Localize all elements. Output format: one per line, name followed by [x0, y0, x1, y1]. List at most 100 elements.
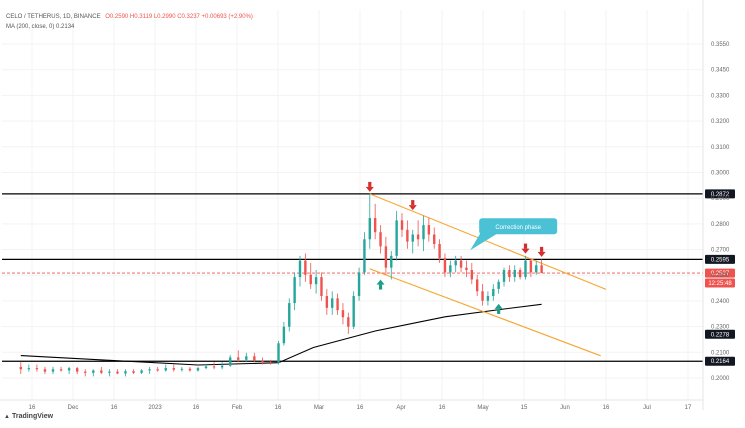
candle — [84, 369, 87, 377]
ma-legend[interactable]: MA (200, close, 0) 0.2134 — [6, 24, 75, 30]
price-tag — [705, 329, 735, 339]
level-tag — [705, 356, 735, 366]
candle-body — [416, 234, 420, 240]
x-tick-label: Apr — [396, 405, 405, 411]
candle — [395, 210, 398, 261]
candle-body — [314, 277, 318, 285]
level-tag — [705, 254, 735, 264]
candle-body — [470, 270, 474, 280]
level-tag — [705, 189, 735, 199]
indicator-header: MA (200, close, 0) 0.2134 — [6, 24, 77, 30]
candle — [59, 366, 63, 372]
candle — [368, 193, 371, 249]
candle — [220, 362, 224, 370]
y-tick-label: 0.2900 — [711, 196, 730, 202]
candle — [180, 366, 184, 372]
candle — [75, 366, 79, 374]
candle-body — [67, 368, 71, 371]
price-tag-label: 0.2537 — [711, 271, 730, 277]
candle — [535, 260, 538, 275]
candle-body — [212, 366, 216, 368]
symbol-name[interactable]: CELO / TETHERUS, 1D, BINANCE — [6, 14, 101, 20]
watermark-text: TradingView — [11, 413, 54, 420]
candle-body — [411, 234, 414, 242]
candle — [156, 366, 159, 372]
candle-body — [422, 225, 425, 240]
candle — [124, 369, 127, 377]
buy-arrow-icon — [376, 279, 385, 285]
candle — [465, 260, 468, 278]
level-label: 0.2595 — [711, 257, 730, 263]
candle-body — [497, 281, 500, 289]
x-tick-label: 16 — [29, 405, 36, 411]
candle-body — [336, 298, 339, 311]
candle — [108, 369, 111, 377]
candle — [497, 279, 500, 294]
candle-body — [84, 371, 87, 373]
candle-body — [406, 229, 409, 242]
candle — [513, 265, 516, 282]
candle-body — [148, 369, 151, 371]
y-tick-label: 0.2800 — [711, 222, 730, 228]
price-tag-label: 0.2278 — [711, 332, 730, 338]
candle — [212, 362, 216, 370]
candle-body — [486, 296, 490, 301]
candle-body — [540, 265, 543, 274]
x-tick-label: 15 — [521, 405, 528, 411]
candle-body — [384, 246, 388, 268]
sell-arrow-icon — [521, 248, 530, 254]
candle — [298, 255, 302, 287]
candle — [261, 357, 264, 365]
candle-body — [492, 288, 495, 296]
candle — [288, 298, 291, 332]
candle-body — [124, 371, 127, 374]
x-tick-label: Mar — [314, 405, 324, 411]
candle — [347, 312, 350, 334]
y-tick-label: 0.2100 — [711, 350, 730, 356]
candle-body — [204, 366, 208, 369]
y-tick-label: 0.3300 — [711, 93, 730, 99]
axes: 0.3550 0.3450 0.3300 0.3200 0.3100 0.3000 0.29… — [0, 0, 730, 411]
candle-body — [395, 220, 398, 256]
candle-body — [277, 343, 280, 363]
candle-body — [156, 369, 159, 371]
x-tick-label: 16 — [111, 405, 118, 411]
candle — [204, 364, 208, 370]
tradingview-logo[interactable]: ▲ TradingView — [4, 413, 53, 420]
candle — [486, 291, 490, 306]
candle-body — [180, 368, 184, 370]
candle-body — [27, 368, 31, 370]
candle — [245, 352, 248, 363]
x-tick-label: 16 — [193, 405, 200, 411]
y-tick-label: 0.3200 — [711, 119, 730, 125]
candle — [51, 366, 55, 374]
x-tick-label: May — [477, 405, 488, 411]
candle — [43, 366, 47, 374]
x-tick-label: Jul — [643, 405, 651, 411]
x-tick-label: 16 — [275, 405, 282, 411]
candle-body — [379, 232, 382, 247]
price-tag-label: 12:25:48 — [708, 281, 732, 287]
candle-body — [43, 369, 47, 372]
x-tick-label: Jun — [560, 405, 570, 411]
candle — [384, 236, 388, 275]
candle-body — [237, 357, 240, 360]
price-tag — [705, 268, 735, 278]
candle-body — [325, 296, 329, 308]
candle-body — [331, 298, 334, 308]
x-tick-label: 16 — [439, 405, 446, 411]
candle — [67, 366, 71, 374]
candle — [277, 340, 280, 365]
candle-body — [282, 326, 286, 344]
candle — [331, 291, 334, 315]
candle-body — [309, 274, 312, 285]
candle — [427, 218, 431, 242]
candle — [304, 253, 307, 282]
level-label: 0.2872 — [711, 192, 730, 198]
candle-body — [481, 291, 484, 301]
candle-body — [228, 357, 232, 366]
callout-text: Correction phase — [495, 225, 541, 231]
candle-body — [518, 270, 522, 278]
